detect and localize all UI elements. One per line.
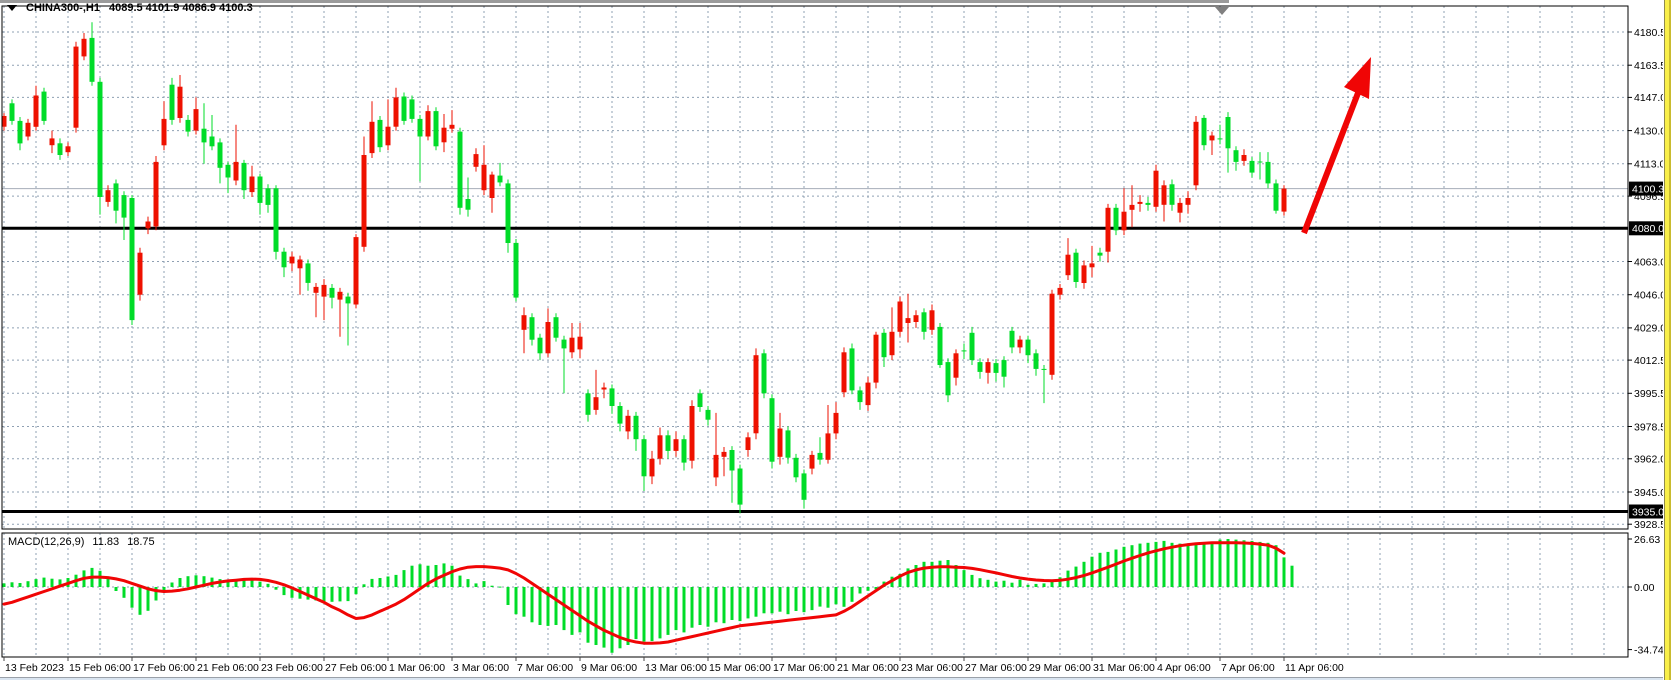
svg-text:0.00: 0.00 bbox=[1634, 582, 1655, 594]
svg-text:4147.0: 4147.0 bbox=[1634, 92, 1666, 104]
svg-text:3 Mar 06:00: 3 Mar 06:00 bbox=[453, 662, 509, 674]
svg-text:11 Apr 06:00: 11 Apr 06:00 bbox=[1285, 662, 1344, 674]
trend-arrow-line[interactable] bbox=[1301, 91, 1361, 235]
svg-text:29 Mar 06:00: 29 Mar 06:00 bbox=[1029, 662, 1091, 674]
window-bottom-edge bbox=[0, 677, 1671, 678]
price-tag bbox=[1629, 221, 1664, 236]
svg-text:21 Mar 06:00: 21 Mar 06:00 bbox=[837, 662, 899, 674]
right-edge-strip bbox=[1663, 0, 1671, 680]
candlesticks bbox=[1, 22, 1287, 514]
svg-text:27 Mar 06:00: 27 Mar 06:00 bbox=[965, 662, 1027, 674]
macd-panel-border bbox=[1, 532, 1629, 658]
chart-shift-marker-icon[interactable] bbox=[1215, 7, 1229, 15]
svg-text:-34.74: -34.74 bbox=[1634, 644, 1664, 656]
svg-text:15 Feb 06:00: 15 Feb 06:00 bbox=[69, 662, 131, 674]
svg-text:9 Mar 06:00: 9 Mar 06:00 bbox=[581, 662, 637, 674]
svg-text:26.63: 26.63 bbox=[1634, 534, 1660, 546]
chart-info-line: CHINA300-,H1 4089.5 4101.9 4086.9 4100.3 bbox=[7, 1, 253, 14]
svg-text:3978.5: 3978.5 bbox=[1634, 421, 1666, 433]
trend-arrow-head[interactable] bbox=[1344, 57, 1371, 99]
svg-text:23 Feb 06:00: 23 Feb 06:00 bbox=[261, 662, 323, 674]
svg-text:15 Mar 06:00: 15 Mar 06:00 bbox=[709, 662, 771, 674]
svg-text:3928.5: 3928.5 bbox=[1634, 519, 1666, 531]
window-top-edge bbox=[0, 0, 1229, 3]
main-panel-border bbox=[1, 5, 1629, 530]
svg-text:13 Feb 2023: 13 Feb 2023 bbox=[5, 662, 64, 674]
price-tag bbox=[1629, 181, 1664, 196]
svg-text:4012.5: 4012.5 bbox=[1634, 355, 1666, 367]
svg-text:4046.0: 4046.0 bbox=[1634, 290, 1666, 302]
svg-text:3995.5: 3995.5 bbox=[1634, 388, 1666, 400]
svg-text:21 Feb 06:00: 21 Feb 06:00 bbox=[197, 662, 259, 674]
svg-text:7 Apr 06:00: 7 Apr 06:00 bbox=[1221, 662, 1275, 674]
macd-main-value: 11.83 bbox=[92, 536, 120, 548]
ohlc-values: 4089.5 4101.9 4086.9 4100.3 bbox=[108, 1, 253, 14]
svg-text:3945.0: 3945.0 bbox=[1634, 487, 1666, 499]
time-axis[interactable]: 13 Feb 2023 15 Feb 06:00 17 Feb 06:00 21 Fe… bbox=[3, 657, 1344, 674]
macd-signal-value: 18.75 bbox=[127, 536, 155, 548]
svg-text:4180.5: 4180.5 bbox=[1634, 27, 1666, 39]
svg-text:4063.0: 4063.0 bbox=[1634, 256, 1666, 268]
price-tag bbox=[1629, 504, 1664, 519]
macd-indicator-label: MACD(12,26,9) 11.83 18.75 bbox=[8, 536, 155, 548]
svg-text:17 Feb 06:00: 17 Feb 06:00 bbox=[133, 662, 195, 674]
symbol-dropdown-icon[interactable] bbox=[7, 4, 17, 11]
svg-text:4100.3: 4100.3 bbox=[1632, 183, 1664, 195]
svg-text:4113.0: 4113.0 bbox=[1634, 159, 1665, 171]
svg-text:31 Mar 06:00: 31 Mar 06:00 bbox=[1093, 662, 1155, 674]
window-bottom-band bbox=[0, 678, 1671, 680]
svg-text:23 Mar 06:00: 23 Mar 06:00 bbox=[901, 662, 963, 674]
svg-text:13 Mar 06:00: 13 Mar 06:00 bbox=[645, 662, 707, 674]
svg-text:4130.0: 4130.0 bbox=[1634, 125, 1666, 137]
svg-text:4080.0: 4080.0 bbox=[1632, 223, 1664, 235]
svg-text:3935.0: 3935.0 bbox=[1632, 506, 1664, 518]
price-axis[interactable]: 4180.54163.54147.04130.04113.04096.54063… bbox=[1628, 27, 1666, 657]
svg-text:17 Mar 06:00: 17 Mar 06:00 bbox=[773, 662, 835, 674]
svg-text:4029.0: 4029.0 bbox=[1634, 323, 1666, 335]
macd-signal-line bbox=[2, 541, 1286, 645]
macd-name: MACD(12,26,9) bbox=[8, 536, 85, 548]
svg-text:4163.5: 4163.5 bbox=[1634, 60, 1666, 72]
svg-text:4 Apr 06:00: 4 Apr 06:00 bbox=[1157, 662, 1211, 674]
svg-text:7 Mar 06:00: 7 Mar 06:00 bbox=[517, 662, 573, 674]
svg-text:1 Mar 06:00: 1 Mar 06:00 bbox=[389, 662, 445, 674]
svg-text:27 Feb 06:00: 27 Feb 06:00 bbox=[325, 662, 387, 674]
symbol-period-label: CHINA300-,H1 bbox=[26, 1, 100, 14]
macd-histogram bbox=[2, 539, 1294, 653]
svg-text:3962.0: 3962.0 bbox=[1634, 454, 1666, 466]
gridlines bbox=[2, 6, 1628, 657]
